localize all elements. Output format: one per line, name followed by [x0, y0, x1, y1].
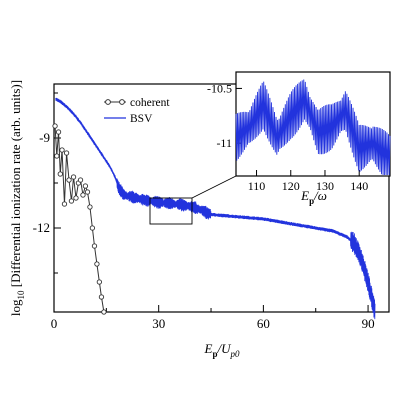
- coherent-point: [61, 201, 68, 207]
- coherent-point: [59, 147, 65, 153]
- inset-x-tick-label: 130: [316, 179, 334, 193]
- coherent-point: [89, 225, 96, 231]
- inset-series-bsv-line: [235, 79, 391, 176]
- main-series: [52, 97, 376, 320]
- x-tick-label: 30: [152, 316, 165, 331]
- inset-x-tick-label: 140: [350, 179, 368, 193]
- zoom-connector-top: [191, 175, 237, 199]
- coherent-point: [82, 183, 89, 189]
- coherent-point: [66, 177, 72, 183]
- zoom-region-box: [149, 197, 193, 225]
- inset-x-axis-label-slash: /ω: [313, 188, 327, 203]
- coherent-point: [98, 294, 105, 300]
- x-axis-label: Ep/Up0: [204, 341, 240, 359]
- inset-ticks: 110 120 130 140 -10.5 -11: [207, 81, 368, 193]
- coherent-point: [57, 171, 63, 177]
- coherent-point: [77, 177, 84, 183]
- inset-x-axis-label: Ep/ω: [300, 188, 327, 206]
- coherent-point: [52, 123, 58, 129]
- inset-y-tick-label: -10.5: [207, 81, 232, 95]
- x-axis-label-sub2: p0: [229, 349, 240, 359]
- coherent-point: [84, 189, 91, 195]
- coherent-point: [63, 150, 70, 156]
- coherent-point: [87, 204, 93, 210]
- coherent-point: [73, 195, 79, 201]
- x-tick-label: 60: [257, 316, 270, 331]
- legend-marker-coherent: [105, 99, 111, 105]
- inset-series: [235, 79, 391, 176]
- x-axis-label-sub1: p: [212, 349, 217, 359]
- inset-x-tick-label: 120: [282, 179, 300, 193]
- inset-x-tick-label: 110: [248, 179, 266, 193]
- y-axis-label: log10 [Differential ionization rate (arb…: [8, 80, 26, 316]
- y-axis-label-pre: log: [8, 299, 23, 316]
- main-plot-frame: [53, 83, 390, 313]
- main-ticks: 0 30 60 90 -9 -12: [33, 92, 375, 331]
- x-axis-label-slash: /U: [216, 341, 232, 356]
- y-axis-label-post: [Differential ionization rate (arb. unit…: [8, 80, 23, 291]
- legend-label-coherent: coherent: [130, 97, 170, 109]
- coherent-point: [101, 309, 107, 315]
- coherent-point: [91, 243, 98, 249]
- inset-y-tick-label: -11: [216, 136, 232, 150]
- x-axis-label-main: E: [204, 341, 213, 356]
- coherent-point: [55, 129, 62, 135]
- coherent-point: [54, 153, 60, 159]
- legend: coherent BSV: [104, 97, 170, 125]
- legend-label-bsv: BSV: [130, 113, 153, 125]
- coherent-point: [96, 279, 103, 285]
- coherent-point: [68, 198, 75, 204]
- coherent-point: [94, 261, 100, 267]
- series-coherent-line: [54, 125, 105, 313]
- y-tick-label: -12: [33, 220, 50, 235]
- x-tick-label: 0: [51, 316, 58, 331]
- y-tick-label: -9: [39, 130, 50, 145]
- series-bsv-line: [55, 97, 376, 320]
- coherent-point: [70, 174, 77, 180]
- inset-x-axis-label-sub: p: [309, 196, 314, 206]
- inset-x-axis-label-main: E: [300, 188, 309, 203]
- coherent-point: [80, 192, 86, 198]
- y-axis-label-sub: 10: [16, 290, 26, 300]
- x-tick-label: 90: [362, 316, 375, 331]
- legend-marker-coherent-2: [119, 99, 125, 105]
